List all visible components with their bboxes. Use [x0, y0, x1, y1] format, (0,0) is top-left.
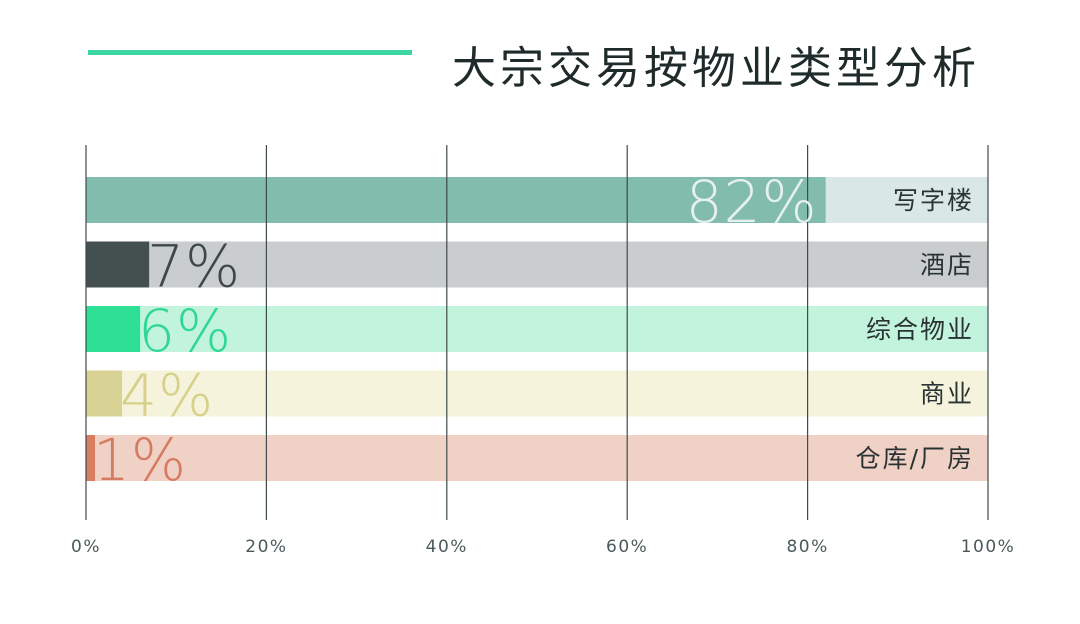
bar-1 [86, 241, 150, 288]
x-tick-label-0: 0% [71, 537, 101, 557]
bar-track-3 [86, 370, 988, 417]
chart-title: 大宗交易按物业类型分析 [452, 43, 980, 94]
value-labels: 82% 7%6%4%1% [93, 168, 818, 494]
x-tick-label-1: 20% [245, 537, 287, 557]
title-accent-line [88, 50, 412, 55]
bar-track-1 [86, 241, 988, 288]
category-label-1: 酒店 [920, 251, 974, 280]
bar-track-4 [86, 435, 988, 481]
bars [86, 177, 826, 481]
category-label-2: 综合物业 [866, 315, 974, 344]
bar-track-2 [86, 306, 988, 352]
bar-3 [86, 370, 123, 417]
x-tick-label-3: 60% [606, 537, 648, 557]
value-label-3: 4% [120, 362, 214, 430]
value-label-4: 1% [93, 426, 187, 494]
x-tick-label-2: 40% [426, 537, 468, 557]
x-tick-labels: 0% 20% 40% 60% 80% 100% [71, 537, 1016, 557]
category-label-0: 写字楼 [893, 186, 974, 215]
bar-2 [86, 306, 141, 352]
value-label-1: 7% [147, 233, 241, 301]
bar-4 [86, 435, 96, 481]
x-tick-label-5: 100% [961, 537, 1016, 557]
category-label-3: 商业 [920, 380, 974, 409]
x-tick-label-4: 80% [786, 537, 828, 557]
value-label-0: 82% [686, 168, 818, 236]
category-label-4: 仓库/厂房 [856, 444, 974, 473]
value-label-2: 6% [138, 297, 232, 365]
gridlines [85, 145, 989, 520]
bar-0 [86, 177, 826, 223]
